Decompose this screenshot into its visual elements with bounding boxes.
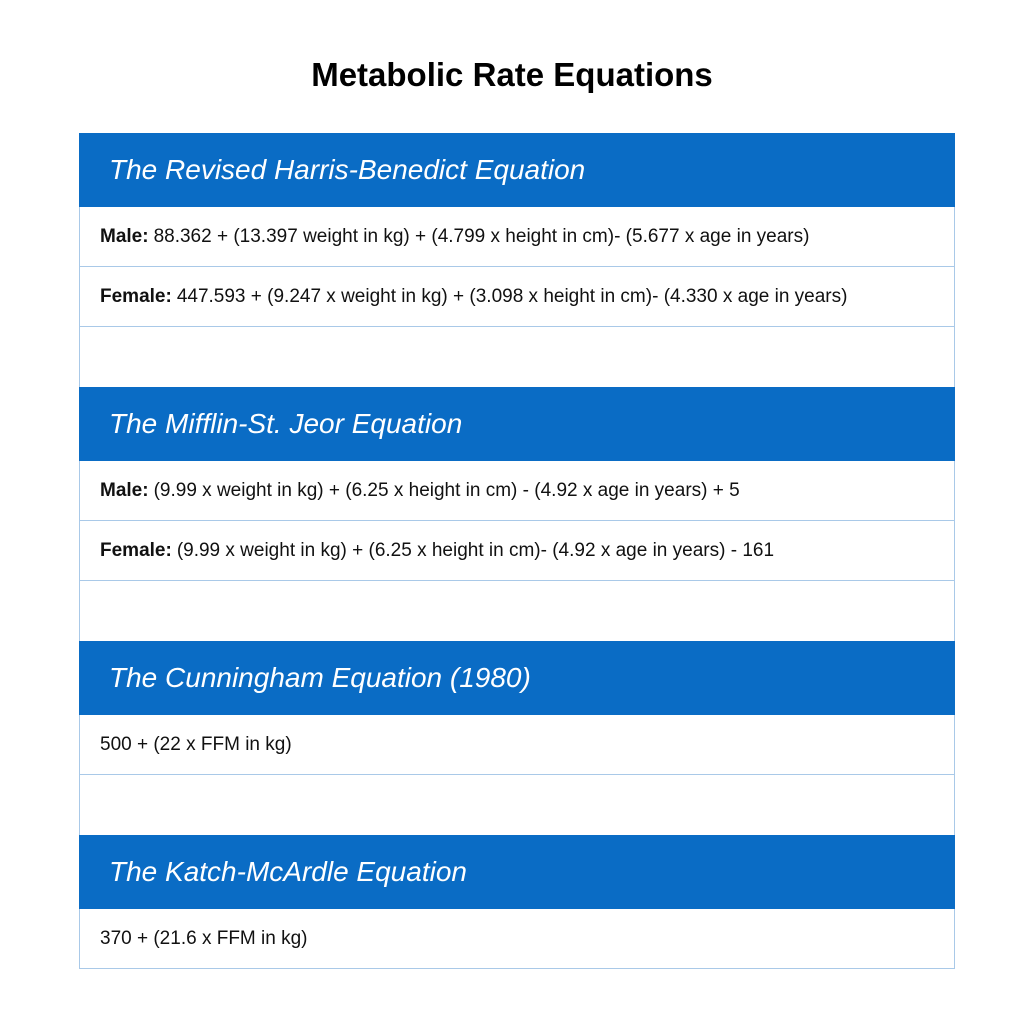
equation-row-mifflin-male: Male: (9.99 x weight in kg) + (6.25 x he… — [79, 461, 955, 521]
equation-formula: 88.362 + (13.397 weight in kg) + (4.799 … — [153, 225, 810, 247]
equation-row-harris-benedict-male: Male: 88.362 + (13.397 weight in kg) + (… — [79, 207, 955, 267]
equation-row-mifflin-female: Female: (9.99 x weight in kg) + (6.25 x … — [79, 521, 955, 581]
equation-label: Female: — [100, 539, 172, 561]
equation-formula: (9.99 x weight in kg) + (6.25 x height i… — [153, 479, 740, 501]
equation-row-cunningham: 500 + (22 x FFM in kg) — [79, 715, 955, 775]
equation-formula: 370 + (21.6 x FFM in kg) — [100, 927, 308, 949]
section-spacer — [79, 327, 955, 387]
equation-label: Male: — [100, 225, 149, 247]
section-spacer — [79, 775, 955, 835]
equation-row-katch-mcardle: 370 + (21.6 x FFM in kg) — [79, 909, 955, 969]
equations-table: The Revised Harris-Benedict Equation Mal… — [79, 133, 955, 969]
equation-label: Male: — [100, 479, 149, 501]
section-header-mifflin-st-jeor: The Mifflin-St. Jeor Equation — [79, 387, 955, 461]
equation-row-harris-benedict-female: Female: 447.593 + (9.247 x weight in kg)… — [79, 267, 955, 327]
equation-formula: 500 + (22 x FFM in kg) — [100, 733, 292, 755]
equation-label: Female: — [100, 285, 172, 307]
equation-formula: 447.593 + (9.247 x weight in kg) + (3.09… — [176, 285, 848, 307]
equation-formula: (9.99 x weight in kg) + (6.25 x height i… — [176, 539, 775, 561]
section-header-cunningham: The Cunningham Equation (1980) — [79, 641, 955, 715]
section-header-katch-mcardle: The Katch-McArdle Equation — [79, 835, 955, 909]
section-header-harris-benedict: The Revised Harris-Benedict Equation — [79, 133, 955, 207]
page-title: Metabolic Rate Equations — [311, 56, 713, 93]
section-spacer — [79, 581, 955, 641]
